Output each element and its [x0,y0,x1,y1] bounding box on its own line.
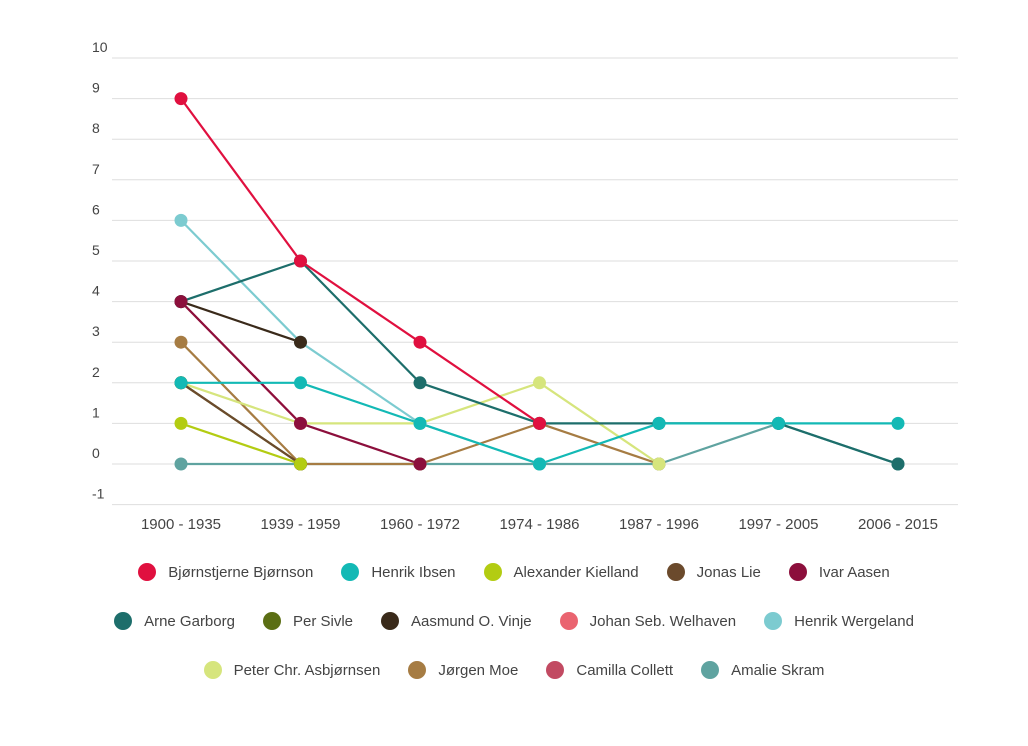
x-tick-label: 2006 - 2015 [858,516,938,533]
data-point [174,213,188,227]
data-point [652,457,666,471]
legend-label: Amalie Skram [731,661,825,679]
legend-swatch [483,563,502,581]
y-tick-label: 10 [92,39,108,55]
legend-label: Henrik Ibsen [371,563,456,581]
legend-label: Jonas Lie [696,563,761,581]
data-point [652,416,666,430]
data-point [294,254,307,268]
data-point [533,416,546,430]
data-point [891,457,905,471]
legend-swatch [546,661,565,679]
legend-item: Per Sivle [262,612,353,630]
legend-swatch [114,612,133,630]
x-tick-label: 1987 - 1996 [619,516,699,533]
legend-swatch [381,612,399,630]
data-point [174,457,188,471]
legend-item: Henrik Wergeland [764,612,914,630]
legend-item: Aasmund O. Vinje [381,612,532,630]
data-point [533,376,546,390]
data-point [891,416,905,430]
legend-swatch [666,563,685,581]
data-point [174,416,188,430]
y-tick-label: 7 [92,161,100,177]
legend-swatch [408,661,427,679]
x-tick-label: 1939 - 1959 [260,516,340,533]
data-point [294,376,307,390]
y-tick-label: 5 [92,242,100,258]
legend-label: Johan Seb. Welhaven [589,612,737,630]
legend-item: Jørgen Moe [408,661,518,679]
data-point [294,457,307,471]
series-line [180,97,541,425]
y-tick-label: 6 [92,201,100,217]
legend-label: Jørgen Moe [438,661,519,679]
legend-label: Per Sivle [292,612,353,630]
y-tick-label: 8 [92,120,100,136]
series-line [180,259,899,466]
legend-label: Camilla Collett [576,661,674,679]
legend-label: Henrik Wergeland [794,612,914,630]
series-line [180,422,301,466]
data-point [174,92,188,106]
data-point [413,416,427,430]
legend-item: Henrik Ibsen [341,563,456,581]
legend-item: Amalie Skram [701,661,824,679]
legend-swatch [764,612,783,630]
series-line [180,381,302,465]
legend-item: Alexander Kielland [483,563,639,581]
y-tick-label: 0 [92,445,100,461]
legend-swatch [341,563,360,581]
chart-legend: Bjørnstjerne Bjørnson Henrik Ibsen Alexand… [0,560,1028,707]
y-tick-label: 9 [92,80,100,96]
series-line [180,300,301,344]
legend-item: Peter Chr. Asbjørnsen [203,661,381,679]
series-line [180,341,660,466]
x-tick-label: 1997 - 2005 [738,516,818,533]
legend-row: Bjørnstjerne Bjørnson Henrik Ibsen Alexand… [0,560,1028,584]
legend-label: Arne Garborg [144,612,235,630]
legend-swatch [203,661,222,679]
legend-label: Ivar Aasen [818,563,890,581]
y-tick-label: -1 [92,486,105,502]
legend-swatch [262,612,281,630]
x-tick-label: 1900 - 1935 [141,516,221,533]
legend-label: Peter Chr. Asbjørnsen [233,661,381,679]
data-point [174,295,188,309]
legend-item: Camilla Collett [546,661,673,679]
legend-swatch [701,661,720,679]
legend-label: Alexander Kielland [513,563,639,581]
y-tick-label: 4 [92,283,100,299]
legend-item: Bjørnstjerne Bjørnson [138,563,313,581]
y-tick-label: 1 [92,404,100,420]
data-point [413,335,427,349]
data-point [294,416,307,430]
x-tick-label: 1960 - 1972 [380,516,460,533]
legend-swatch [788,563,807,581]
data-point [174,376,188,390]
data-point [294,335,307,349]
legend-swatch [559,612,578,630]
legend-item: Ivar Aasen [788,563,890,581]
legend-row: Arne Garborg Per Sivle Aasmund O. Vinje Joh… [0,609,1028,633]
x-tick-label: 1974 - 1986 [499,516,579,533]
legend-item: Jonas Lie [666,563,761,581]
y-tick-label: 2 [92,364,100,380]
legend-swatch [138,563,157,581]
data-point [772,416,785,430]
legend-row: Peter Chr. Asbjørnsen Jørgen Moe Camilla C… [0,658,1028,682]
legend-item: Arne Garborg [114,612,235,630]
y-tick-label: 3 [92,323,100,339]
legend-item: Johan Seb. Welhaven [559,612,737,630]
legend-label: Bjørnstjerne Bjørnson [168,563,314,581]
data-point [174,335,188,349]
legend-label: Aasmund O. Vinje [411,612,532,630]
data-point [533,457,546,471]
data-point [413,376,427,390]
data-point [413,457,427,471]
